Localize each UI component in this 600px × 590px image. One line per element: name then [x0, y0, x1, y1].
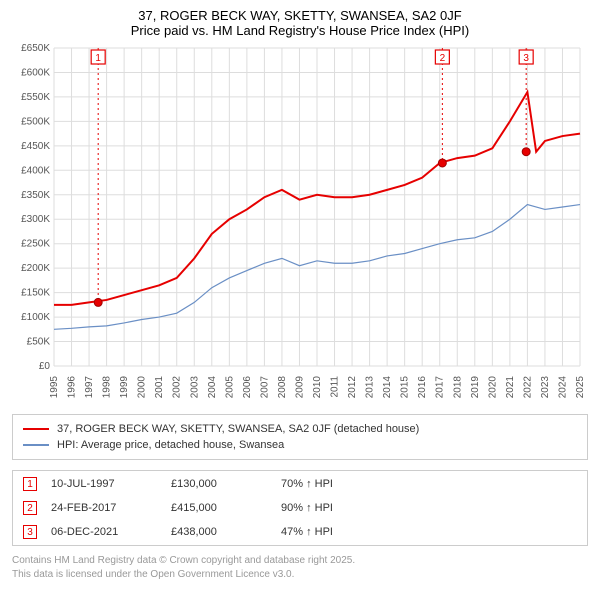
- svg-text:2019: 2019: [470, 376, 481, 399]
- svg-text:2011: 2011: [330, 376, 341, 398]
- svg-text:2025: 2025: [575, 376, 586, 399]
- svg-text:1: 1: [95, 53, 101, 64]
- chart-title-line1: 37, ROGER BECK WAY, SKETTY, SWANSEA, SA2…: [12, 8, 588, 23]
- svg-text:2010: 2010: [312, 376, 323, 399]
- legend-label: HPI: Average price, detached house, Swan…: [57, 439, 284, 451]
- footer-line2: This data is licensed under the Open Gov…: [12, 568, 588, 582]
- svg-text:2012: 2012: [347, 376, 358, 399]
- legend-swatch-property: [23, 428, 49, 430]
- price-chart: £0 £50K £100K £150K £200K £250K £300K £350K £400…: [12, 44, 588, 404]
- legend-row: 37, ROGER BECK WAY, SKETTY, SWANSEA, SA2…: [23, 421, 577, 437]
- svg-text:£250K: £250K: [21, 239, 50, 250]
- svg-text:2002: 2002: [172, 376, 183, 399]
- sale-price: £438,000: [171, 526, 281, 538]
- svg-text:2: 2: [440, 53, 446, 64]
- svg-text:£300K: £300K: [21, 214, 50, 225]
- svg-text:2009: 2009: [294, 376, 305, 399]
- legend: 37, ROGER BECK WAY, SKETTY, SWANSEA, SA2…: [12, 414, 588, 460]
- svg-text:2018: 2018: [452, 376, 463, 399]
- svg-text:£650K: £650K: [21, 44, 50, 54]
- sale-hpi: 47% ↑ HPI: [281, 526, 401, 538]
- svg-text:2014: 2014: [382, 376, 393, 399]
- svg-text:1997: 1997: [84, 376, 95, 399]
- sale-price: £130,000: [171, 478, 281, 490]
- svg-text:2022: 2022: [522, 376, 533, 399]
- svg-text:£200K: £200K: [21, 263, 50, 274]
- sale-date: 24-FEB-2017: [51, 502, 171, 514]
- svg-text:2005: 2005: [224, 376, 235, 399]
- marker-badge: 2: [23, 501, 37, 515]
- chart-svg: £0 £50K £100K £150K £200K £250K £300K £350K £400…: [12, 44, 588, 404]
- svg-text:£550K: £550K: [21, 92, 50, 103]
- svg-text:£500K: £500K: [21, 116, 50, 127]
- legend-swatch-hpi: [23, 444, 49, 446]
- sales-table: 1 10-JUL-1997 £130,000 70% ↑ HPI 2 24-FE…: [12, 470, 588, 546]
- svg-text:2003: 2003: [189, 376, 200, 399]
- footer-line1: Contains HM Land Registry data © Crown c…: [12, 554, 588, 568]
- svg-text:£350K: £350K: [21, 190, 50, 201]
- svg-text:2001: 2001: [154, 376, 165, 399]
- legend-row: HPI: Average price, detached house, Swan…: [23, 437, 577, 453]
- svg-text:2020: 2020: [487, 376, 498, 399]
- sale-date: 06-DEC-2021: [51, 526, 171, 538]
- sale-hpi: 90% ↑ HPI: [281, 502, 401, 514]
- svg-text:£100K: £100K: [21, 312, 50, 323]
- svg-text:2004: 2004: [207, 376, 218, 399]
- svg-text:2016: 2016: [417, 376, 428, 399]
- chart-title-line2: Price paid vs. HM Land Registry's House …: [12, 23, 588, 38]
- svg-text:1999: 1999: [119, 376, 130, 399]
- svg-text:£450K: £450K: [21, 141, 50, 152]
- svg-text:2017: 2017: [435, 376, 446, 399]
- svg-text:£400K: £400K: [21, 165, 50, 176]
- svg-text:2006: 2006: [242, 376, 253, 399]
- svg-text:1998: 1998: [102, 376, 113, 399]
- legend-label: 37, ROGER BECK WAY, SKETTY, SWANSEA, SA2…: [57, 423, 419, 435]
- svg-text:£50K: £50K: [27, 337, 51, 348]
- svg-text:2021: 2021: [505, 376, 516, 399]
- svg-text:£150K: £150K: [21, 288, 50, 299]
- svg-text:2007: 2007: [259, 376, 270, 399]
- marker-badge: 3: [23, 525, 37, 539]
- sale-hpi: 70% ↑ HPI: [281, 478, 401, 490]
- sale-date: 10-JUL-1997: [51, 478, 171, 490]
- svg-text:£0: £0: [39, 361, 51, 372]
- svg-text:2023: 2023: [540, 376, 551, 399]
- svg-text:£600K: £600K: [21, 67, 50, 78]
- svg-text:2013: 2013: [365, 376, 376, 399]
- svg-text:3: 3: [523, 53, 529, 64]
- sale-price: £415,000: [171, 502, 281, 514]
- svg-text:1996: 1996: [67, 376, 78, 399]
- svg-text:2015: 2015: [400, 376, 411, 399]
- svg-text:1995: 1995: [49, 376, 60, 399]
- svg-text:2008: 2008: [277, 376, 288, 399]
- svg-text:2000: 2000: [137, 376, 148, 399]
- footer: Contains HM Land Registry data © Crown c…: [12, 554, 588, 582]
- marker-badge: 1: [23, 477, 37, 491]
- svg-text:2024: 2024: [557, 376, 568, 399]
